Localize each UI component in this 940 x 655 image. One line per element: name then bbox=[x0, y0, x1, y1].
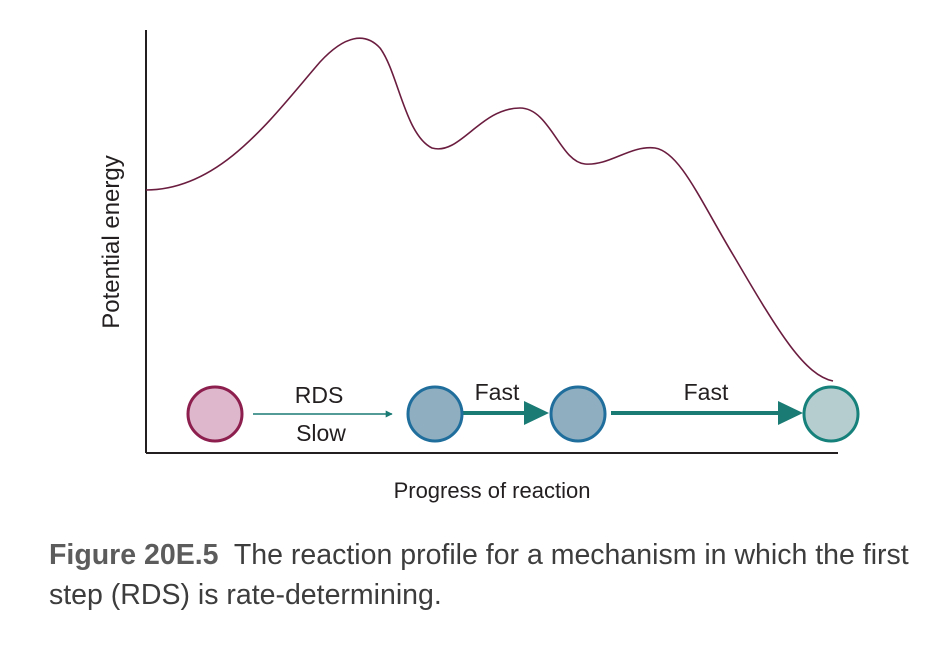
reactant-circle bbox=[186, 385, 244, 443]
figure-caption-text: The reaction profile for a mechanism in … bbox=[49, 539, 909, 611]
fast-arrow-1-head bbox=[524, 401, 549, 425]
intermediate-circle-2 bbox=[549, 385, 607, 443]
figure-caption: Figure 20E.5 The reaction profile for a … bbox=[49, 535, 909, 615]
slow-label: Slow bbox=[296, 420, 346, 446]
fast-arrow-2-head bbox=[778, 401, 803, 425]
reaction-profile-diagram: Potential energy Progress of reaction RD… bbox=[98, 30, 860, 503]
rds-label: RDS bbox=[295, 382, 344, 408]
y-axis-label: Potential energy bbox=[98, 155, 125, 328]
x-axis-label: Progress of reaction bbox=[394, 478, 591, 503]
energy-curve bbox=[145, 37, 834, 382]
fast-label-1: Fast bbox=[475, 379, 520, 405]
intermediate-circle-1 bbox=[406, 385, 464, 443]
fast-label-2: Fast bbox=[684, 379, 729, 405]
product-circle bbox=[802, 385, 860, 443]
figure-label: Figure 20E.5 bbox=[49, 539, 219, 571]
